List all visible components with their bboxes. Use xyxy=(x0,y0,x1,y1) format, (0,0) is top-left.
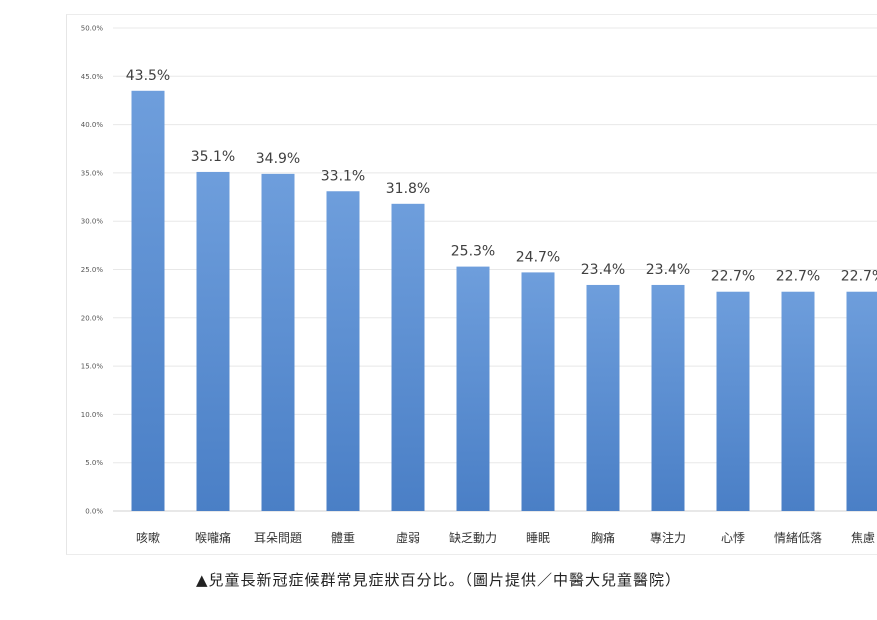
y-tick-label: 35.0% xyxy=(81,169,104,177)
bar xyxy=(781,291,815,511)
category-label: 耳朵問題 xyxy=(254,531,302,545)
bar xyxy=(651,284,685,511)
y-tick-label: 45.0% xyxy=(81,73,104,81)
bar xyxy=(456,266,490,511)
bars xyxy=(131,90,877,511)
chart-panel: 0.0% 5.0% 10.0% 15.0% 20.0% 25.0% 30.0% 35.0% 40… xyxy=(66,14,877,555)
bar xyxy=(131,90,165,511)
category-label: 焦慮 xyxy=(851,531,875,545)
y-tick-label: 50.0% xyxy=(81,25,104,33)
bar xyxy=(196,171,230,511)
bar xyxy=(261,173,295,511)
y-tick-label: 25.0% xyxy=(81,266,104,274)
figure-caption: ▲兒童長新冠症候群常見症狀百分比。（圖片提供／中醫大兒童醫院） xyxy=(195,571,682,589)
category-label: 胸痛 xyxy=(591,530,615,545)
data-label: 24.7% xyxy=(516,249,560,265)
data-label: 23.4% xyxy=(646,262,690,278)
y-tick-label: 15.0% xyxy=(81,363,104,371)
data-label: 34.9% xyxy=(256,151,300,167)
bar xyxy=(586,284,620,511)
y-tick-label: 30.0% xyxy=(81,218,104,226)
bar xyxy=(716,291,750,511)
bar xyxy=(326,191,360,511)
y-tick-label: 40.0% xyxy=(81,121,104,129)
data-labels: 43.5% 35.1% 34.9% 33.1% 31.8% 25.3% 24.7% 23.4%… xyxy=(126,68,877,285)
category-label: 缺乏動力 xyxy=(449,530,497,545)
data-label: 25.3% xyxy=(451,244,495,260)
y-tick-label: 10.0% xyxy=(81,411,104,419)
bar xyxy=(846,291,877,511)
y-axis-ticks: 0.0% 5.0% 10.0% 15.0% 20.0% 25.0% 30.0% 35.0% 40… xyxy=(81,25,104,516)
category-label: 心悸 xyxy=(721,531,745,545)
x-axis-categories: 咳嗽 喉嚨痛 耳朵問題 體重 虛弱 缺乏動力 睡眠 胸痛 專注力 心悸 情緒低落 焦慮 xyxy=(136,530,875,545)
bar xyxy=(521,272,555,511)
y-tick-label: 0.0% xyxy=(85,508,103,516)
y-tick-label: 5.0% xyxy=(85,459,103,467)
data-label: 31.8% xyxy=(386,181,430,197)
category-label: 專注力 xyxy=(650,530,686,545)
bar-chart: 0.0% 5.0% 10.0% 15.0% 20.0% 25.0% 30.0% 35.0% 40… xyxy=(81,25,877,545)
data-label: 22.7% xyxy=(711,269,755,285)
y-tick-label: 20.0% xyxy=(81,314,104,322)
bar xyxy=(391,203,425,511)
data-label: 35.1% xyxy=(191,149,235,165)
category-label: 虛弱 xyxy=(396,531,420,545)
category-label: 睡眠 xyxy=(526,531,550,545)
data-label: 33.1% xyxy=(321,168,365,184)
data-label: 23.4% xyxy=(581,262,625,278)
data-label: 43.5% xyxy=(126,68,170,84)
category-label: 體重 xyxy=(331,531,355,545)
category-label: 情緒低落 xyxy=(774,530,822,545)
gridlines xyxy=(113,27,877,512)
data-label: 22.7% xyxy=(776,269,820,285)
category-label: 咳嗽 xyxy=(136,531,160,545)
category-label: 喉嚨痛 xyxy=(195,530,231,545)
data-label: 22.7% xyxy=(841,269,877,285)
